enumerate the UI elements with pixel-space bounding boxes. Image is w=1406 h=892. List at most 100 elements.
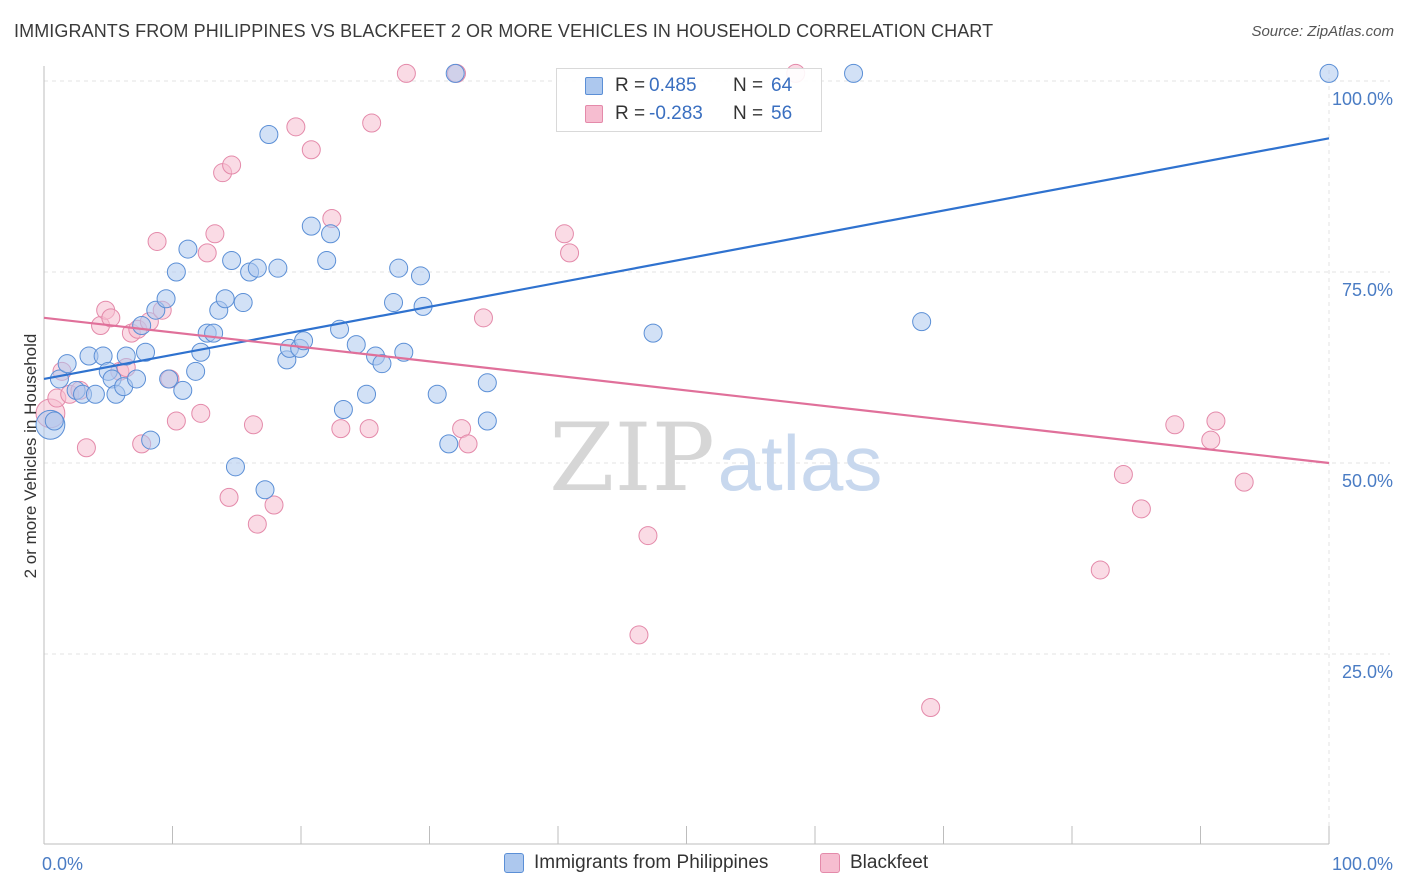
philippines-point xyxy=(132,315,152,335)
philippines-point xyxy=(159,369,179,389)
philippines-point xyxy=(225,457,245,477)
blackfeet-point xyxy=(222,155,242,175)
philippines-point xyxy=(85,384,105,404)
blackfeet-point xyxy=(147,231,167,251)
philippines-point xyxy=(333,400,353,420)
legend-row-blackfeet: R = -0.283 N = 56 xyxy=(557,101,821,127)
blackfeet-point xyxy=(191,403,211,423)
legend-item-philippines[interactable]: Immigrants from Philippines xyxy=(504,852,768,874)
watermark-zip: ZIP xyxy=(549,404,715,513)
philippines-point xyxy=(439,434,459,454)
philippines-point xyxy=(127,369,147,389)
legend-n-value: 64 xyxy=(771,75,793,96)
philippines-point xyxy=(411,266,431,286)
legend-r-value: 0.485 xyxy=(649,75,697,96)
blackfeet-point xyxy=(1165,415,1185,435)
blackfeet-point xyxy=(1201,430,1221,450)
blackfeet-point xyxy=(638,526,658,546)
legend-swatch-blue xyxy=(585,77,603,95)
legend-r-label: R = xyxy=(615,103,646,124)
y-tick-label: 75.0% xyxy=(1342,280,1393,300)
y-axis-label: 2 or more Vehicles in Household xyxy=(21,334,40,579)
philippines-point xyxy=(394,342,414,362)
blackfeet-point xyxy=(219,487,239,507)
philippines-point xyxy=(215,289,235,309)
y-tick-label: 100.0% xyxy=(1332,89,1393,109)
philippines-point xyxy=(116,346,136,366)
y-tick-label: 50.0% xyxy=(1342,471,1393,491)
blackfeet-point xyxy=(362,113,382,133)
philippines-point xyxy=(259,124,279,144)
blackfeet-point xyxy=(458,434,478,454)
axes xyxy=(43,66,1330,845)
grid-lines xyxy=(44,70,1390,844)
blackfeet-point xyxy=(197,243,217,263)
watermark: ZIP atlas xyxy=(549,404,882,513)
legend-r-label: R = xyxy=(615,75,646,96)
philippines-point xyxy=(233,293,253,313)
legend-label-blackfeet: Blackfeet xyxy=(850,852,929,873)
blackfeet-points xyxy=(35,63,1254,717)
philippines-point xyxy=(186,361,206,381)
blackfeet-point xyxy=(921,697,941,717)
philippines-point xyxy=(268,258,288,278)
legend-r-value: -0.283 xyxy=(649,103,703,124)
blackfeet-point xyxy=(205,224,225,244)
blackfeet-point xyxy=(1113,464,1133,484)
philippines-point xyxy=(477,373,497,393)
philippines-point xyxy=(844,63,864,83)
philippines-point xyxy=(255,480,275,500)
philippines-point xyxy=(136,342,156,362)
blackfeet-point xyxy=(243,415,263,435)
philippines-point xyxy=(156,289,176,309)
blackfeet-point xyxy=(396,63,416,83)
philippines-point xyxy=(178,239,198,259)
watermark-atlas: atlas xyxy=(718,419,883,507)
legend-n-value: 56 xyxy=(771,103,793,124)
blackfeet-point xyxy=(166,411,186,431)
philippines-point xyxy=(191,342,211,362)
philippines-point xyxy=(346,335,366,355)
philippines-point xyxy=(321,224,341,244)
blackfeet-point xyxy=(560,243,580,263)
source-label: Source: ZipAtlas.com xyxy=(1251,23,1394,40)
philippines-point xyxy=(222,251,242,271)
philippines-point xyxy=(427,384,447,404)
philippines-point xyxy=(1319,63,1339,83)
blackfeet-point xyxy=(286,117,306,137)
legend-item-blackfeet[interactable]: Blackfeet xyxy=(820,852,928,874)
blackfeet-point xyxy=(359,419,379,439)
blackfeet-point xyxy=(264,495,284,515)
philippines-point xyxy=(912,312,932,332)
legend-swatch-pink xyxy=(585,105,603,123)
series-legend: Immigrants from Philippines Blackfeet xyxy=(0,852,1406,878)
blackfeet-point xyxy=(76,438,96,458)
blackfeet-point xyxy=(331,419,351,439)
x-tick-label: 0.0% xyxy=(42,854,83,874)
blackfeet-point xyxy=(247,514,267,534)
philippines-point xyxy=(301,216,321,236)
blackfeet-point xyxy=(473,308,493,328)
philippines-trend-line xyxy=(43,137,1330,381)
blackfeet-point xyxy=(629,625,649,645)
philippines-point xyxy=(389,258,409,278)
trend-lines xyxy=(43,137,1330,465)
blackfeet-point xyxy=(554,224,574,244)
philippines-point xyxy=(372,354,392,374)
philippines-point xyxy=(294,331,314,351)
philippines-point xyxy=(643,323,663,343)
legend-row-philippines: R = 0.485 N = 64 xyxy=(557,73,821,99)
legend-label-philippines: Immigrants from Philippines xyxy=(534,852,769,873)
y-tick-label: 25.0% xyxy=(1342,662,1393,682)
blackfeet-trend-line xyxy=(43,316,1330,465)
blackfeet-point xyxy=(1234,472,1254,492)
blackfeet-point xyxy=(101,308,121,328)
legend-swatch-pink xyxy=(820,853,840,873)
philippines-point xyxy=(357,384,377,404)
philippines-point xyxy=(204,323,224,343)
x-tick-label: 100.0% xyxy=(1332,854,1393,874)
chart-title: IMMIGRANTS FROM PHILIPPINES VS BLACKFEET… xyxy=(14,21,994,41)
legend-swatch-blue xyxy=(504,853,524,873)
philippines-point xyxy=(384,293,404,313)
philippines-point xyxy=(166,262,186,282)
